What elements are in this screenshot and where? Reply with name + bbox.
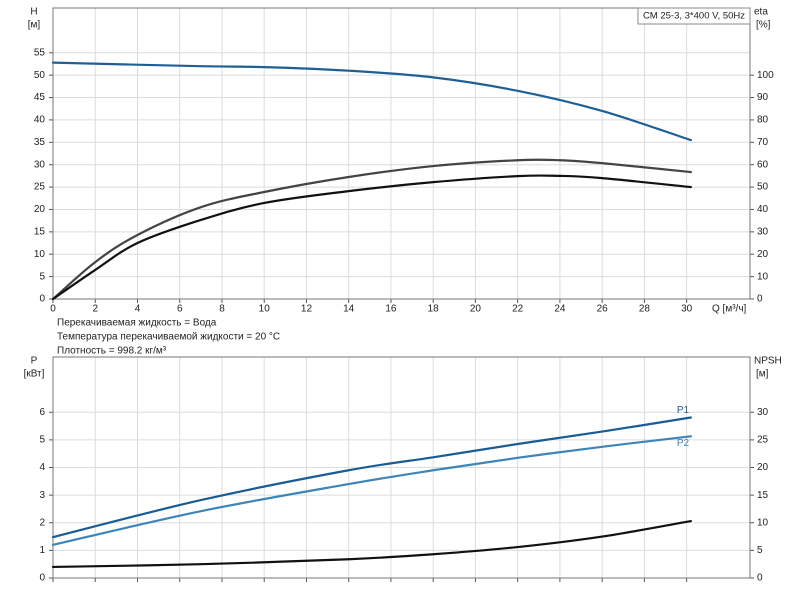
y2-tick-label: 0 xyxy=(757,294,763,305)
y-tick-label: 4 xyxy=(39,462,45,473)
y-tick-label: 25 xyxy=(34,182,46,193)
y2-tick-label: 30 xyxy=(757,407,769,418)
x-tick-label: 6 xyxy=(177,304,183,315)
x-tick-label: 14 xyxy=(343,304,355,315)
annotation: Температура перекачиваемой жидкости = 20… xyxy=(57,332,280,343)
y-axis-label: P xyxy=(31,356,38,367)
y2-tick-label: 100 xyxy=(757,70,774,81)
x-tick-label: 8 xyxy=(219,304,225,315)
x-tick-label: 30 xyxy=(681,304,693,315)
plot-area xyxy=(53,8,750,299)
x-tick-label: 28 xyxy=(639,304,651,315)
x-tick-label: 2 xyxy=(92,304,98,315)
series-label: P2 xyxy=(677,438,690,449)
y-tick-label: 40 xyxy=(34,115,46,126)
y-tick-label: 15 xyxy=(34,226,46,237)
series-line xyxy=(51,416,692,539)
y-tick-label: 1 xyxy=(39,545,45,556)
y2-tick-label: 50 xyxy=(757,182,769,193)
y-tick-label: 45 xyxy=(34,92,46,103)
y2-tick-label: 10 xyxy=(757,271,769,282)
y-axis-label: H xyxy=(30,7,37,18)
y2-tick-label: 70 xyxy=(757,137,769,148)
y2-tick-label: 5 xyxy=(757,545,763,556)
x-tick-label: 10 xyxy=(259,304,271,315)
y2-tick-label: 10 xyxy=(757,517,769,528)
x-axis-label: Q [м³/ч] xyxy=(712,304,747,315)
y2-tick-label: 60 xyxy=(757,159,769,170)
y2-tick-label: 90 xyxy=(757,92,769,103)
y2-tick-label: 80 xyxy=(757,115,769,126)
x-tick-label: 26 xyxy=(597,304,609,315)
y2-axis-unit: [%] xyxy=(756,20,771,31)
y-tick-label: 20 xyxy=(34,204,46,215)
x-tick-label: 12 xyxy=(301,304,313,315)
y2-tick-label: 25 xyxy=(757,435,769,446)
y-tick-label: 50 xyxy=(34,70,46,81)
y2-tick-label: 15 xyxy=(757,490,769,501)
series-line xyxy=(51,519,692,569)
y-tick-label: 6 xyxy=(39,407,45,418)
x-tick-label: 20 xyxy=(470,304,482,315)
chart-title: CM 25-3, 3*400 V, 50Hz xyxy=(643,11,745,22)
y2-tick-label: 40 xyxy=(757,204,769,215)
title-box xyxy=(637,7,751,25)
y-tick-label: 5 xyxy=(39,435,45,446)
y2-tick-label: 20 xyxy=(757,249,769,260)
y-tick-label: 35 xyxy=(34,137,46,148)
y2-tick-label: 30 xyxy=(757,226,769,237)
annotation: Перекачиваемая жидкость = Вода xyxy=(57,318,217,329)
y2-tick-label: 0 xyxy=(757,573,763,584)
series-line xyxy=(51,61,692,142)
plot-frame xyxy=(52,356,751,579)
y-axis-unit: [м] xyxy=(28,20,41,31)
y2-tick-label: 20 xyxy=(757,462,769,473)
y-tick-label: 2 xyxy=(39,517,45,528)
y-tick-label: 10 xyxy=(34,249,46,260)
x-tick-label: 16 xyxy=(385,304,397,315)
series-line xyxy=(51,158,692,301)
y2-axis-unit: [м] xyxy=(756,369,769,380)
x-tick-label: 22 xyxy=(512,304,524,315)
y-tick-label: 3 xyxy=(39,490,45,501)
series-label: P1 xyxy=(677,405,690,416)
x-tick-label: 24 xyxy=(554,304,566,315)
y-tick-label: 55 xyxy=(34,47,46,58)
annotation: Плотность = 998.2 кг/м³ xyxy=(57,346,167,357)
y2-axis-label: eta xyxy=(754,7,768,18)
x-tick-label: 0 xyxy=(50,304,56,315)
y-tick-label: 30 xyxy=(34,159,46,170)
x-tick-label: 4 xyxy=(135,304,141,315)
y-axis-unit: [кВт] xyxy=(24,369,45,380)
series-line xyxy=(51,435,692,546)
y2-axis-label: NPSH xyxy=(754,356,782,367)
y-tick-label: 0 xyxy=(39,573,45,584)
series-line xyxy=(51,174,692,301)
x-tick-label: 18 xyxy=(428,304,440,315)
y-tick-label: 5 xyxy=(39,271,45,282)
plot-frame xyxy=(52,7,751,300)
y-tick-label: 0 xyxy=(39,294,45,305)
